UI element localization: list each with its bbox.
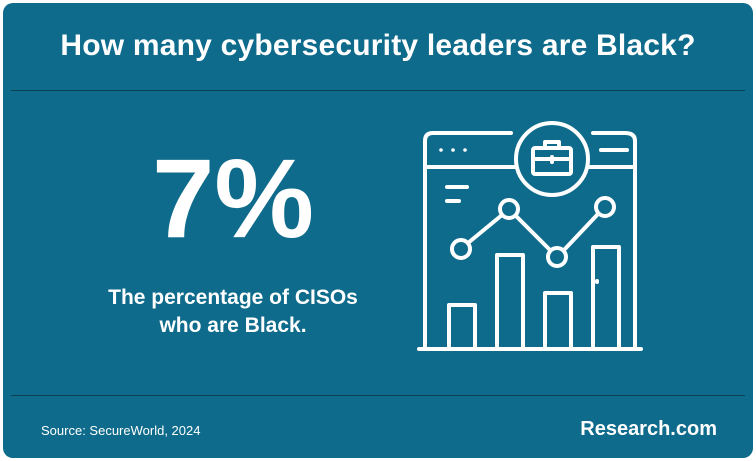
browser-window-icon (417, 131, 643, 351)
stat-caption-line-2: who are Black. (159, 314, 307, 337)
brand-logo: Research.com (580, 418, 717, 440)
analytics-illustration (417, 121, 643, 351)
top-divider (11, 90, 745, 91)
briefcase-icon (514, 121, 590, 197)
line-chart-icon (450, 196, 616, 268)
source-note: Source: SecureWorld, 2024 (41, 423, 201, 438)
stat-value: 7% (152, 136, 314, 261)
stat-caption-line-1: The percentage of CISOs (108, 286, 358, 309)
infographic-card: How many cybersecurity leaders are Black… (3, 3, 753, 458)
page-title: How many cybersecurity leaders are Black… (60, 29, 696, 62)
stat-caption: The percentage of CISOs who are Black. (63, 284, 403, 340)
bar-chart-icon (447, 245, 621, 351)
bottom-divider (11, 395, 745, 396)
